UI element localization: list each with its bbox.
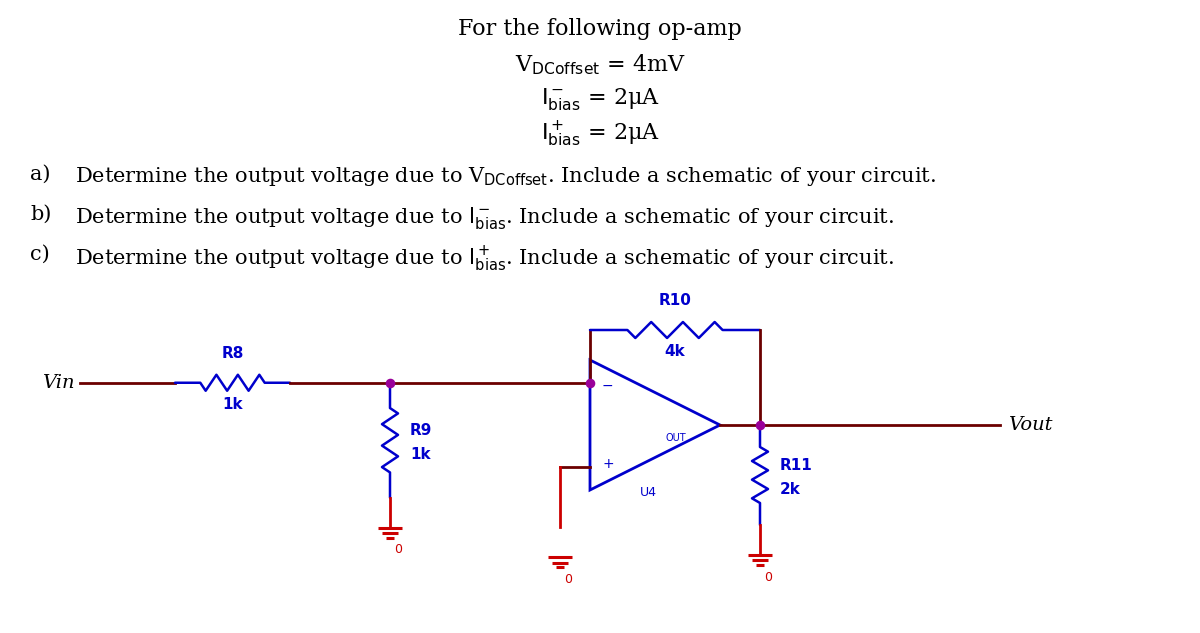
- Text: c): c): [30, 245, 49, 264]
- Text: Determine the output voltage due to $\mathrm{I^-_{bias}}$. Include a schematic o: Determine the output voltage due to $\ma…: [74, 205, 894, 231]
- Text: R11: R11: [780, 458, 812, 472]
- Text: $\mathrm{I^+_{bias}}$ = 2μA: $\mathrm{I^+_{bias}}$ = 2μA: [540, 120, 660, 149]
- Text: a): a): [30, 165, 50, 184]
- Text: 1k: 1k: [222, 397, 242, 411]
- Text: OUT: OUT: [665, 433, 685, 443]
- Text: R9: R9: [410, 423, 432, 438]
- Text: R8: R8: [221, 346, 244, 361]
- Text: For the following op-amp: For the following op-amp: [458, 18, 742, 40]
- Text: 0: 0: [564, 573, 572, 586]
- Text: R10: R10: [659, 293, 691, 308]
- Text: −: −: [602, 379, 613, 393]
- Text: 1k: 1k: [410, 447, 431, 461]
- Text: U4: U4: [640, 486, 658, 499]
- Text: $\mathrm{I^-_{bias}}$ = 2μA: $\mathrm{I^-_{bias}}$ = 2μA: [540, 86, 660, 112]
- Point: [380, 378, 400, 388]
- Text: V$_{\mathrm{DCoffset}}$ = 4mV: V$_{\mathrm{DCoffset}}$ = 4mV: [515, 52, 685, 77]
- Text: 0: 0: [394, 543, 402, 556]
- Text: 2k: 2k: [780, 482, 800, 496]
- Point: [581, 378, 600, 388]
- Text: 0: 0: [764, 570, 772, 584]
- Text: +: +: [602, 457, 613, 471]
- Text: Vin: Vin: [42, 373, 74, 392]
- Text: Determine the output voltage due to V$_{\mathrm{DCoffset}}$. Include a schematic: Determine the output voltage due to V$_{…: [74, 165, 936, 188]
- Text: 4k: 4k: [665, 344, 685, 359]
- Text: Determine the output voltage due to $\mathrm{I^+_{bias}}$. Include a schematic o: Determine the output voltage due to $\ma…: [74, 245, 894, 274]
- Text: Vout: Vout: [1008, 416, 1052, 434]
- Text: b): b): [30, 205, 52, 224]
- Point: [750, 420, 769, 430]
